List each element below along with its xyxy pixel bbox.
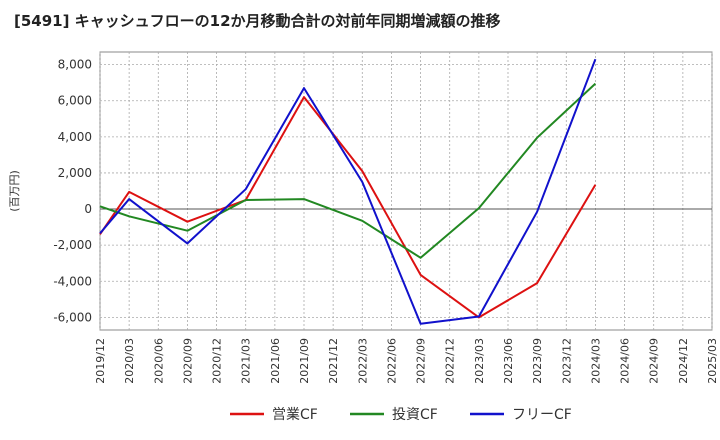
series-line-2 xyxy=(99,82,597,259)
y-tick-label: -6,000 xyxy=(53,310,92,324)
x-tick-label: 2023/12 xyxy=(560,338,573,384)
x-tick-label: 2024/03 xyxy=(589,338,602,384)
x-tick-label: 2022/06 xyxy=(385,338,398,384)
x-tick-label: 2025/03 xyxy=(706,338,719,384)
legend-label-3: フリーCF xyxy=(512,407,572,423)
y-tick-label: -2,000 xyxy=(53,238,92,252)
x-tick-label: 2021/12 xyxy=(327,338,340,384)
chart-title: [5491] キャッシュフローの12か月移動合計の対前年同期増減額の推移 xyxy=(14,12,501,30)
y-axis-label: (百万円) xyxy=(8,170,21,212)
y-tick-label: 0 xyxy=(84,202,92,216)
x-tick-label: 2023/06 xyxy=(502,338,515,384)
x-tick-label: 2022/12 xyxy=(444,338,457,384)
x-tick-label: 2022/09 xyxy=(415,338,428,384)
x-tick-label: 2021/09 xyxy=(298,338,311,384)
x-tick-label: 2023/03 xyxy=(473,338,486,384)
x-tick-label: 2024/09 xyxy=(648,338,661,384)
y-tick-label: 8,000 xyxy=(58,58,92,72)
x-tick-label: 2020/03 xyxy=(123,338,136,384)
x-tick-label: 2024/06 xyxy=(619,338,632,384)
x-tick-label: 2022/03 xyxy=(356,338,369,384)
plot-area xyxy=(99,51,713,331)
x-tick-label: 2020/06 xyxy=(152,338,165,384)
legend-label-2: 投資CF xyxy=(392,407,438,423)
x-tick-label: 2023/09 xyxy=(531,338,544,384)
y-tick-label: 6,000 xyxy=(58,94,92,108)
y-tick-label: -4,000 xyxy=(53,274,92,288)
x-tick-label: 2021/03 xyxy=(240,338,253,384)
y-tick-label: 4,000 xyxy=(58,130,92,144)
x-tick-label: 2024/12 xyxy=(677,338,690,384)
y-tick-label: 2,000 xyxy=(58,166,92,180)
x-tick-label: 2019/12 xyxy=(94,338,107,384)
x-tick-label: 2020/09 xyxy=(181,338,194,384)
legend-label-1: 営業CF xyxy=(272,407,318,423)
series-line-3 xyxy=(99,58,597,325)
x-tick-label: 2021/06 xyxy=(269,338,282,384)
x-tick-label: 2020/12 xyxy=(211,338,224,384)
